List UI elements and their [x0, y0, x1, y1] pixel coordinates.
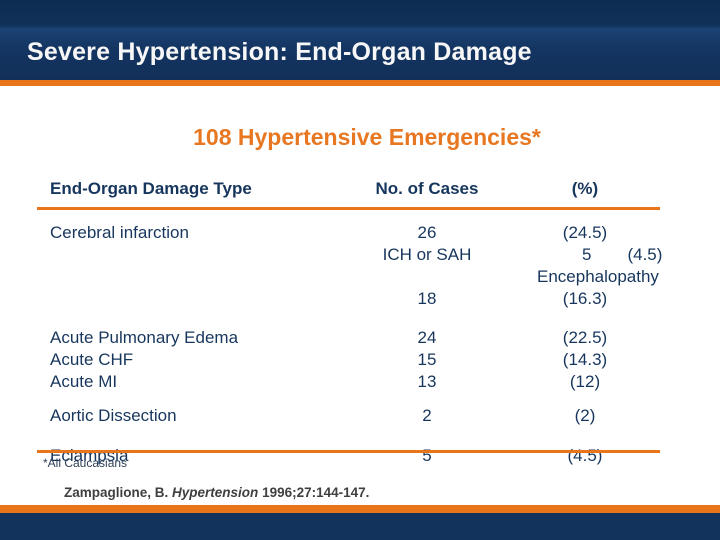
cell-percent: (24.5) 5 (4.5) Encephalopathy (16.3) — [510, 222, 663, 310]
column-header-cases: No. of Cases — [375, 179, 479, 198]
title-bar: Severe Hypertension: End-Organ Damage — [0, 0, 720, 80]
citation-reference: 1996;27:144-147. — [262, 485, 370, 500]
damage-type-label: Cerebral infarction — [50, 223, 189, 242]
percent-value: (2) — [574, 406, 596, 425]
cell-percent: (2) — [510, 405, 660, 427]
data-table: End-Organ Damage Type No. of Cases (%) C… — [37, 178, 663, 467]
cases-value: 13 — [417, 372, 437, 391]
percent-value: (24.5) — [562, 223, 608, 242]
cell-cases: 2 — [344, 405, 510, 427]
cases-value: 15 — [417, 350, 437, 369]
cell-cases: 24 15 13 — [344, 327, 510, 393]
percent-value: (14.3) — [562, 350, 608, 369]
damage-type-label: Acute MI — [50, 372, 118, 391]
cell-percent: (4.5) — [510, 445, 660, 467]
cases-value: 5 — [422, 446, 432, 465]
cell-damage-type: Acute Pulmonary Edema Acute CHF Acute MI — [37, 327, 344, 393]
percent-line: 5 (4.5) — [510, 244, 663, 266]
citation-journal: Hypertension — [172, 485, 259, 500]
column-header-type: End-Organ Damage Type — [50, 179, 252, 198]
percent-sublabel: Encephalopathy — [537, 267, 659, 286]
table-row: Aortic Dissection 2 (2) — [37, 405, 660, 427]
table-row: Acute Pulmonary Edema Acute CHF Acute MI… — [37, 327, 660, 393]
cell-damage-type: Aortic Dissection — [37, 405, 344, 427]
percent-value: (4.5) — [567, 446, 603, 465]
cases-value: 26 — [417, 223, 437, 242]
percent-value: (22.5) — [562, 328, 608, 347]
slide-subtitle: 108 Hypertensive Emergencies* — [193, 124, 541, 150]
table-header-row: End-Organ Damage Type No. of Cases (%) — [37, 178, 660, 210]
cell-percent: (22.5) (14.3) (12) — [510, 327, 660, 393]
cell-cases: 26 ICH or SAH 18 — [344, 222, 510, 310]
footer-bar — [0, 513, 720, 540]
title-divider — [0, 80, 720, 86]
damage-type-label: Acute Pulmonary Edema — [50, 328, 239, 347]
footer-accent-bar — [0, 505, 720, 513]
damage-type-label: Aortic Dissection — [50, 406, 177, 425]
cell-cases: 5 — [344, 445, 510, 467]
cases-value: 5 — [582, 245, 592, 264]
footnote: *All Caucasians — [43, 456, 128, 470]
table-bottom-border — [37, 450, 660, 453]
table-row: Eclampsia 5 (4.5) — [37, 445, 660, 467]
citation: Zampaglione, B. Hypertension 1996;27:144… — [64, 485, 369, 500]
damage-type-label: Acute CHF — [50, 350, 134, 369]
citation-authors: Zampaglione, B. — [64, 485, 169, 500]
cases-value: 2 — [422, 406, 432, 425]
cases-spacer — [344, 266, 510, 288]
cases-sublabel: ICH or SAH — [382, 245, 472, 264]
column-header-percent: (%) — [571, 179, 599, 198]
cell-damage-type: Cerebral infarction — [37, 222, 344, 310]
cases-value: 18 — [417, 289, 437, 308]
percent-value: (16.3) — [562, 289, 608, 308]
slide-title: Severe Hypertension: End-Organ Damage — [27, 38, 532, 66]
percent-value: (12) — [569, 372, 601, 391]
cases-value: 24 — [417, 328, 437, 347]
percent-value: (4.5) — [627, 245, 663, 264]
table-row: Cerebral infarction 26 ICH or SAH 18 (24… — [37, 222, 663, 310]
